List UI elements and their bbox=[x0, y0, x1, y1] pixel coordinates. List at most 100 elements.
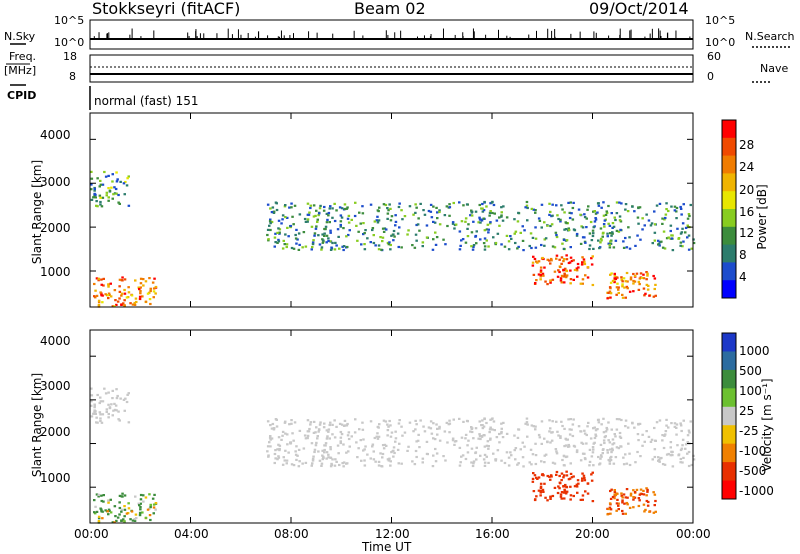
echo-cell bbox=[294, 453, 298, 456]
echo-cell bbox=[392, 449, 395, 452]
echo-cell bbox=[380, 465, 383, 468]
echo-cell bbox=[603, 219, 607, 222]
echo-cell bbox=[347, 450, 350, 453]
echo-cell bbox=[297, 232, 301, 235]
echo-cell bbox=[117, 418, 120, 421]
echo-cell bbox=[594, 434, 598, 438]
echo-cell bbox=[618, 431, 622, 435]
echo-cell bbox=[109, 498, 112, 501]
echo-cell bbox=[550, 475, 553, 478]
echo-cell bbox=[333, 419, 336, 422]
echo-cell bbox=[664, 433, 667, 436]
echo-cell bbox=[592, 427, 595, 430]
echo-cell bbox=[615, 428, 619, 431]
echo-cell bbox=[532, 425, 535, 428]
echo-cell bbox=[148, 298, 152, 301]
echo-cell bbox=[609, 281, 613, 284]
echo-cell bbox=[667, 452, 670, 456]
echo-cell bbox=[119, 180, 122, 183]
echo-cell bbox=[106, 294, 109, 297]
echo-cell bbox=[635, 488, 639, 491]
echo-cell bbox=[269, 435, 272, 438]
echo-cell bbox=[417, 217, 420, 220]
echo-cell bbox=[647, 284, 650, 287]
echo-cell bbox=[273, 236, 277, 239]
echo-cell bbox=[291, 432, 294, 435]
echo-cell bbox=[661, 439, 664, 442]
echo-cell bbox=[577, 266, 580, 269]
echo-cell bbox=[637, 422, 640, 426]
echo-cell bbox=[311, 246, 314, 249]
echo-cell bbox=[689, 420, 692, 423]
echo-cell bbox=[637, 222, 640, 225]
echo-cell bbox=[550, 439, 554, 442]
echo-cell bbox=[646, 490, 649, 493]
echo-cell bbox=[418, 229, 421, 232]
echo-cell bbox=[615, 286, 619, 289]
echo-cell bbox=[386, 423, 389, 426]
echo-cell bbox=[90, 415, 94, 418]
echo-cell bbox=[108, 406, 112, 409]
echo-cell bbox=[663, 434, 666, 437]
echo-cell bbox=[581, 256, 584, 259]
echo-cell bbox=[608, 290, 612, 293]
echo-cell bbox=[498, 441, 501, 444]
echo-cell bbox=[330, 462, 333, 465]
echo-cell bbox=[625, 488, 629, 491]
echo-cell bbox=[94, 410, 97, 413]
echo-cell bbox=[632, 282, 635, 285]
echo-cell bbox=[369, 457, 372, 460]
echo-cell bbox=[412, 213, 415, 216]
echo-cell bbox=[284, 216, 287, 219]
echo-cell bbox=[599, 241, 602, 244]
echo-cell bbox=[397, 422, 401, 425]
echo-cell bbox=[139, 508, 142, 511]
echo-cell bbox=[327, 214, 330, 217]
echo-cell bbox=[272, 428, 276, 431]
echo-cell bbox=[432, 437, 435, 440]
echo-cell bbox=[521, 239, 525, 242]
echo-cell bbox=[487, 231, 490, 234]
echo-cell bbox=[152, 287, 156, 290]
echo-cell bbox=[534, 428, 537, 431]
echo-cell bbox=[127, 291, 131, 294]
echo-cell bbox=[448, 419, 451, 422]
echo-cell bbox=[335, 425, 338, 428]
echo-cell bbox=[389, 435, 393, 438]
echo-cell bbox=[333, 248, 337, 251]
echo-cell bbox=[590, 263, 594, 266]
echo-cell bbox=[597, 204, 601, 207]
echo-cell bbox=[321, 233, 324, 236]
echo-cell bbox=[681, 444, 684, 447]
echo-cell bbox=[306, 202, 310, 205]
echo-cell bbox=[139, 292, 142, 295]
echo-cell bbox=[613, 272, 616, 275]
echo-cell bbox=[114, 404, 118, 407]
echo-cell bbox=[320, 248, 323, 251]
echo-cell bbox=[591, 283, 595, 287]
echo-cell bbox=[413, 246, 417, 249]
echo-cell bbox=[478, 203, 481, 207]
echo-cell bbox=[648, 510, 651, 513]
echo-cell bbox=[127, 175, 130, 178]
echo-cell bbox=[117, 201, 120, 204]
echo-cell bbox=[135, 517, 138, 520]
echo-cell bbox=[579, 430, 582, 433]
vel-cb-tick-25: 25 bbox=[739, 404, 755, 418]
echo-cell bbox=[684, 231, 687, 234]
echo-cell bbox=[107, 285, 110, 288]
echo-cell bbox=[637, 497, 641, 500]
echo-cell bbox=[657, 458, 661, 462]
echo-cell bbox=[534, 226, 537, 229]
echo-cell bbox=[628, 452, 631, 455]
echo-cell bbox=[517, 428, 520, 431]
echo-cell bbox=[494, 243, 497, 246]
echo-cell bbox=[99, 200, 102, 204]
echo-cell bbox=[535, 495, 538, 498]
echo-cell bbox=[275, 202, 278, 205]
power-ytick-3000: 3000 bbox=[40, 175, 71, 189]
echo-cell bbox=[599, 454, 603, 457]
echo-cell bbox=[356, 456, 359, 459]
echo-cell bbox=[679, 457, 683, 461]
echo-cell bbox=[123, 299, 126, 302]
